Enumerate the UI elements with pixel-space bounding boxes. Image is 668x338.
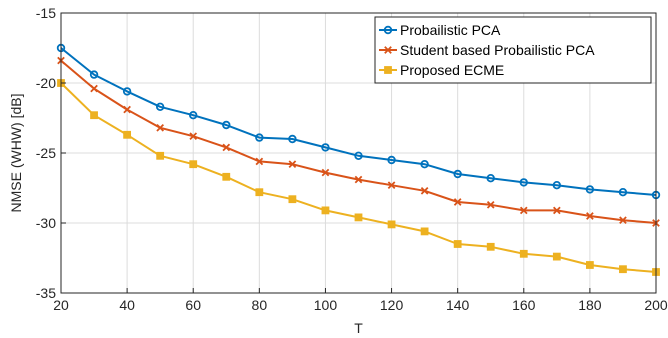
x-marker xyxy=(420,186,429,195)
square-marker xyxy=(420,227,429,236)
x-tick-label: 120 xyxy=(380,297,404,313)
circle-marker xyxy=(288,134,297,144)
x-tick-label: 20 xyxy=(53,297,69,313)
circle-marker xyxy=(155,102,165,111)
square-marker xyxy=(123,130,132,139)
x-tick-label: 60 xyxy=(185,297,201,313)
y-tick-label: -15 xyxy=(36,5,56,21)
circle-marker xyxy=(420,159,429,169)
x-tick-label: 160 xyxy=(512,297,536,313)
x-marker xyxy=(255,157,264,166)
legend: Probailistic PCA Student based Probailist… xyxy=(374,16,652,84)
x-marker xyxy=(586,212,594,220)
square-marker xyxy=(619,265,627,274)
x-marker xyxy=(156,123,165,132)
x-tick-label: 100 xyxy=(314,297,338,313)
circle-marker xyxy=(222,120,231,130)
axis-ticks: 20 40 60 80 100 120 140 160 180 200 -35 -30 -25 -20 -1… xyxy=(36,5,668,313)
series-2 xyxy=(57,56,660,227)
y-tick-label: -30 xyxy=(36,215,56,231)
circle-marker xyxy=(189,110,198,120)
legend-label: Proposed ECME xyxy=(400,62,504,78)
circle-marker xyxy=(519,178,528,187)
square-marker xyxy=(222,172,231,181)
y-tick-label: -25 xyxy=(36,145,56,161)
x-marker xyxy=(453,198,462,206)
x-marker xyxy=(387,181,396,190)
x-marker xyxy=(90,84,98,93)
circle-marker xyxy=(122,87,132,96)
square-marker xyxy=(90,111,98,120)
x-marker xyxy=(288,160,297,169)
data-series xyxy=(56,43,661,276)
square-marker xyxy=(585,261,594,269)
legend-label: Probailistic PCA xyxy=(400,22,501,38)
circle-marker xyxy=(321,143,330,152)
square-marker xyxy=(486,242,495,251)
x-tick-label: 40 xyxy=(119,297,135,313)
series-line xyxy=(60,82,657,273)
square-marker xyxy=(255,188,264,197)
x-marker xyxy=(552,206,561,215)
y-axis-label: NMSE (WHW) [dB] xyxy=(8,94,24,213)
y-tick-label: -20 xyxy=(36,75,56,91)
square-marker xyxy=(453,240,462,248)
x-marker xyxy=(189,132,198,141)
series-line xyxy=(60,47,657,196)
circle-marker xyxy=(585,185,595,194)
x-marker xyxy=(354,175,363,184)
x-marker xyxy=(321,168,330,177)
legend-entry: Student based Probailistic PCA xyxy=(379,42,595,58)
series-line xyxy=(60,59,657,224)
x-tick-label: 200 xyxy=(644,297,668,313)
x-marker xyxy=(486,200,495,209)
legend-entry: Proposed ECME xyxy=(379,62,504,78)
square-marker xyxy=(552,252,561,261)
square-marker xyxy=(354,213,363,222)
square-marker xyxy=(384,66,392,74)
circle-marker xyxy=(552,180,562,190)
x-marker xyxy=(222,143,231,152)
x-marker xyxy=(619,216,627,225)
x-tick-label: 80 xyxy=(252,297,268,313)
circle-marker xyxy=(383,25,393,35)
x-marker xyxy=(519,206,528,215)
circle-marker xyxy=(89,70,99,79)
square-marker xyxy=(387,220,396,229)
square-marker xyxy=(288,195,297,204)
legend-label: Student based Probailistic PCA xyxy=(400,42,595,58)
circle-marker xyxy=(354,151,363,160)
x-tick-label: 140 xyxy=(446,297,470,313)
square-marker xyxy=(189,160,198,169)
circle-marker xyxy=(618,187,628,197)
circle-marker xyxy=(255,133,264,142)
y-tick-label: -35 xyxy=(36,285,56,301)
circle-marker xyxy=(486,173,495,183)
x-marker xyxy=(123,105,131,114)
square-marker xyxy=(519,249,528,258)
square-marker xyxy=(156,151,165,160)
x-marker xyxy=(384,46,392,54)
circle-marker xyxy=(453,169,462,179)
x-tick-label: 180 xyxy=(578,297,602,313)
circle-marker xyxy=(387,155,396,165)
legend-entry: Probailistic PCA xyxy=(379,22,501,38)
x-axis-label: T xyxy=(354,320,363,336)
square-marker xyxy=(321,206,330,215)
legend-box xyxy=(374,16,652,84)
series-3 xyxy=(57,79,660,276)
series-1 xyxy=(56,43,661,200)
